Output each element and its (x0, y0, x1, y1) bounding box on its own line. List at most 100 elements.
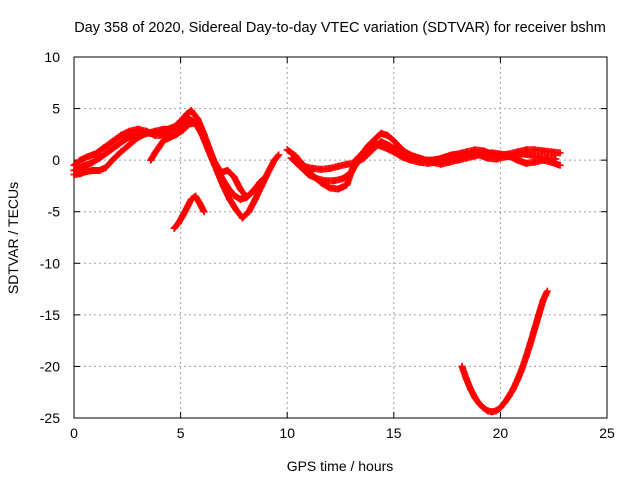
data-point (245, 208, 253, 216)
data-point (556, 161, 564, 169)
data-point (117, 148, 125, 156)
data-point (548, 148, 556, 156)
data-point (471, 152, 479, 160)
data-point (475, 400, 483, 408)
data-point (317, 165, 325, 173)
y-axis-label: SDTVAR / TECUs (5, 182, 21, 294)
data-point (513, 376, 521, 384)
data-point (522, 353, 530, 361)
data-point (166, 133, 174, 141)
data-point (531, 325, 539, 333)
data-point (526, 340, 534, 348)
x-tick-label: 10 (279, 425, 295, 441)
data-point (411, 154, 419, 162)
data-point (187, 195, 195, 203)
data-point (287, 154, 295, 162)
data-point (479, 404, 487, 412)
data-point (326, 184, 334, 192)
y-tick-label: -10 (40, 255, 60, 271)
data-point (505, 392, 513, 400)
data-point (270, 156, 278, 164)
x-tick-label: 5 (177, 425, 185, 441)
data-point (102, 163, 110, 171)
data-point (238, 214, 246, 222)
data-point (447, 151, 455, 159)
data-point (230, 173, 238, 181)
data-point (168, 125, 176, 133)
x-tick-label: 15 (386, 425, 402, 441)
data-point (117, 131, 125, 139)
data-point (83, 153, 91, 161)
data-point (125, 141, 133, 149)
data-point (283, 146, 291, 154)
data-point (243, 193, 251, 201)
axis-ticks: 0 5 10 15 20 25 -25 -20 -15 -10 -5 0 5 10 (40, 49, 615, 441)
chart-title: Day 358 of 2020, Sidereal Day-to-day VTE… (74, 20, 606, 36)
y-tick-label: -25 (40, 410, 60, 426)
data-point (147, 156, 155, 164)
data-point (262, 173, 270, 181)
data-point (187, 107, 195, 115)
data-point (300, 162, 308, 170)
data-point (236, 185, 244, 193)
x-tick-label: 0 (70, 425, 78, 441)
data-point (217, 169, 225, 177)
data-point (383, 131, 391, 139)
y-tick-label: 0 (52, 152, 60, 168)
data-point (543, 287, 551, 295)
data-point (160, 125, 168, 133)
data-point (518, 366, 526, 374)
data-point (196, 199, 204, 207)
series-arc-9 (458, 287, 551, 416)
data-point (179, 126, 187, 134)
series-arc-8 (292, 138, 564, 173)
data-point (100, 144, 108, 152)
data-point (326, 164, 334, 172)
data-point (96, 154, 104, 162)
data-point (371, 136, 379, 144)
data-point (531, 146, 539, 154)
data-point (192, 119, 200, 127)
data-point (334, 162, 342, 170)
data-point (518, 150, 526, 158)
data-point (89, 166, 97, 174)
data-point (230, 191, 238, 199)
data-point (313, 175, 321, 183)
data-point (471, 393, 479, 401)
data-point (377, 129, 385, 137)
data-point (531, 158, 539, 166)
data-point (83, 167, 91, 175)
data-point (113, 142, 121, 150)
data-point (360, 154, 368, 162)
data-series (70, 107, 564, 416)
data-point (505, 152, 513, 160)
data-point (548, 158, 556, 166)
data-point (142, 129, 150, 137)
data-point (343, 160, 351, 168)
data-point (255, 181, 263, 189)
data-point (226, 195, 234, 203)
data-point (183, 204, 191, 212)
data-point (76, 156, 84, 164)
data-point (322, 177, 330, 185)
x-tick-label: 20 (493, 425, 509, 441)
data-point (192, 192, 200, 200)
data-point (224, 166, 232, 174)
data-point (198, 129, 206, 137)
data-point (87, 159, 95, 167)
data-point (343, 181, 351, 189)
data-point (96, 166, 104, 174)
data-point (125, 127, 133, 135)
data-point (347, 169, 355, 177)
data-point (104, 148, 112, 156)
grid (74, 57, 607, 418)
data-point (91, 150, 99, 158)
data-point (535, 311, 543, 319)
data-point (108, 138, 116, 146)
data-point (526, 151, 534, 159)
data-point (509, 385, 517, 393)
data-point (232, 206, 240, 214)
y-tick-label: 10 (44, 49, 60, 65)
data-point (185, 120, 193, 128)
